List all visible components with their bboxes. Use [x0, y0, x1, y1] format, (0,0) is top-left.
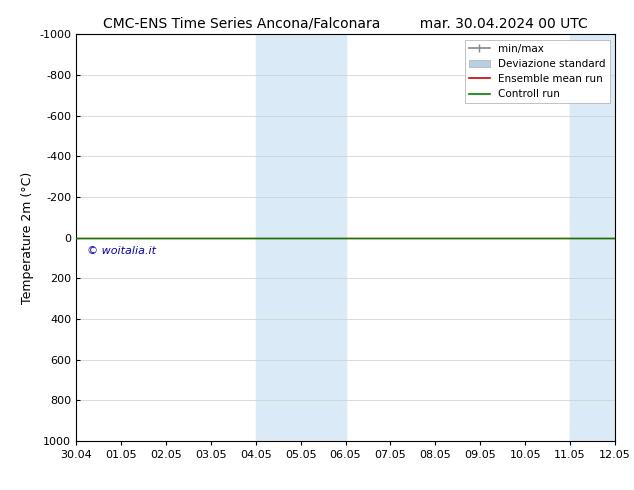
Title: CMC-ENS Time Series Ancona/Falconara         mar. 30.04.2024 00 UTC: CMC-ENS Time Series Ancona/Falconara mar…	[103, 16, 588, 30]
Legend: min/max, Deviazione standard, Ensemble mean run, Controll run: min/max, Deviazione standard, Ensemble m…	[465, 40, 610, 103]
Y-axis label: Temperature 2m (°C): Temperature 2m (°C)	[21, 172, 34, 304]
Bar	[570, 34, 615, 441]
Text: © woitalia.it: © woitalia.it	[87, 246, 156, 256]
Bar	[256, 34, 346, 441]
